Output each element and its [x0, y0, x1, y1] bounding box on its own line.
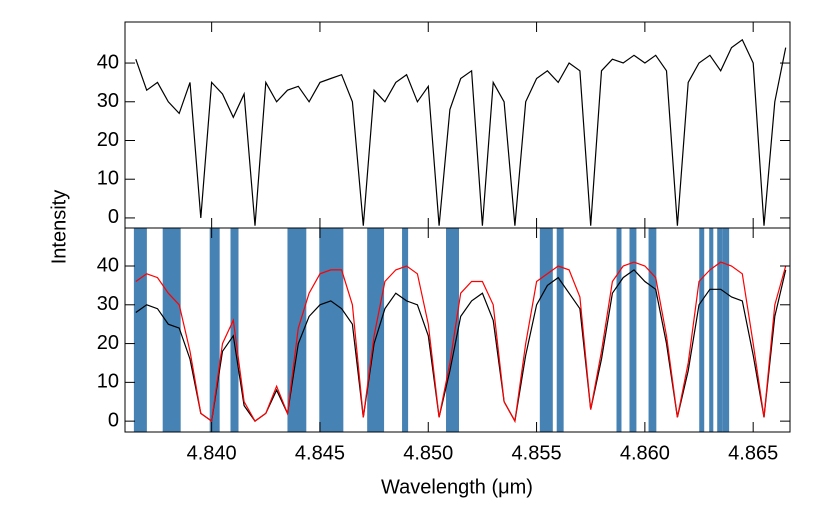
y-tick-label: 30	[97, 293, 119, 315]
x-axis-label: Wavelength (μm)	[381, 476, 533, 498]
y-tick-label: 40	[97, 254, 119, 276]
x-tick-label: 4.860	[620, 442, 670, 464]
band	[648, 228, 657, 432]
y-tick-label: 10	[97, 167, 119, 189]
y-tick-label: 20	[97, 129, 119, 151]
data-line	[135, 38, 787, 226]
band	[446, 228, 460, 432]
x-tick-label: 4.865	[728, 442, 778, 464]
data-line	[135, 261, 787, 423]
panel-frame	[124, 227, 791, 433]
band	[162, 228, 181, 432]
y-tick-label: 20	[97, 332, 119, 354]
panel-frame	[124, 21, 791, 229]
y-axis-label: Intensity	[48, 190, 70, 264]
plot-area	[135, 38, 787, 226]
y-tick-label: 0	[108, 409, 119, 431]
band	[709, 228, 714, 432]
y-tick-label: 10	[97, 371, 119, 393]
band	[722, 228, 730, 432]
band	[133, 228, 147, 432]
band	[209, 228, 220, 432]
band	[616, 228, 622, 432]
band	[629, 228, 637, 432]
band	[319, 228, 344, 432]
x-tick-label: 4.845	[295, 442, 345, 464]
x-tick-label: 4.855	[512, 442, 562, 464]
plot-area	[133, 228, 787, 432]
x-tick-label: 4.840	[187, 442, 237, 464]
y-tick-label: 0	[108, 206, 119, 228]
band	[717, 228, 723, 432]
band	[539, 228, 553, 432]
band	[699, 228, 705, 432]
y-tick-label: 40	[97, 51, 119, 73]
band	[556, 228, 564, 432]
band	[402, 228, 409, 432]
y-tick-label: 30	[97, 90, 119, 112]
x-tick-label: 4.850	[403, 442, 453, 464]
